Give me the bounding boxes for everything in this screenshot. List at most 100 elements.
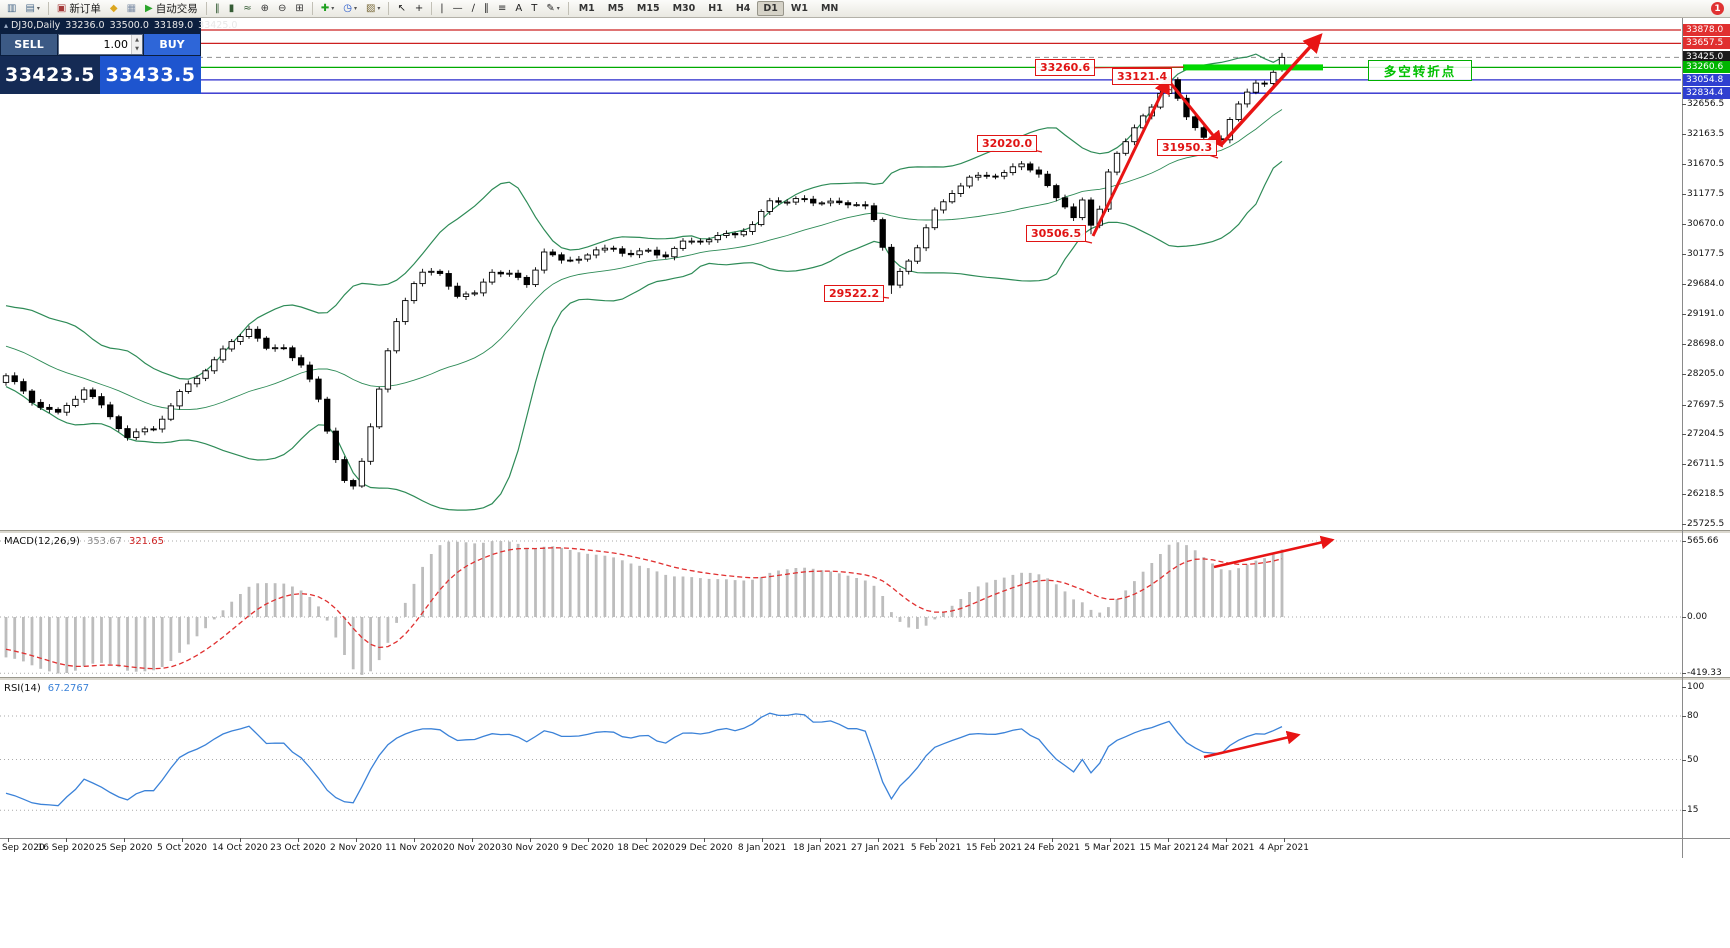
crosshair-button[interactable]: + <box>411 1 427 17</box>
date-tickmark <box>762 838 763 842</box>
autotrading-button[interactable]: ▶ 自动交易 <box>141 1 202 17</box>
lot-decrement-button[interactable]: ▼ <box>132 44 142 54</box>
arrows-tool-button[interactable]: ✎ ▾ <box>542 1 563 17</box>
candlestick-chart-icon: ▮ <box>228 2 235 14</box>
text-button[interactable]: A <box>511 1 526 17</box>
label-button[interactable]: T <box>527 1 541 17</box>
tile-windows-button[interactable]: ⊞ <box>291 1 307 17</box>
price-callout[interactable]: 31950.3 <box>1157 139 1218 156</box>
notification-badge[interactable]: 1 <box>1711 2 1724 15</box>
price-level-marker: 33657.5 <box>1683 37 1730 50</box>
buy-button[interactable]: BUY <box>144 34 200 55</box>
price-callout[interactable]: 29522.2 <box>824 285 885 302</box>
autotrading-button-label: 自动交易 <box>155 3 198 15</box>
new-chart-button[interactable]: ▥ <box>3 1 20 17</box>
lot-size-field[interactable]: 1.00 ▲ ▼ <box>58 34 143 55</box>
timeframe-h4-button[interactable]: H4 <box>735 3 751 14</box>
toolbar-separator <box>205 2 207 15</box>
metaeditor-button[interactable]: ◆ <box>106 1 122 17</box>
bar-chart-button[interactable]: ‖ <box>211 1 224 17</box>
trendline-button[interactable]: ∕ <box>468 1 479 17</box>
lot-size-value[interactable]: 1.00 <box>103 38 129 51</box>
sell-price[interactable]: 33423.5 <box>0 56 100 94</box>
scale-tickmark <box>1682 759 1686 761</box>
date-tickmark <box>240 838 241 842</box>
sell-button[interactable]: SELL <box>1 34 57 55</box>
price-callout[interactable]: 32020.0 <box>977 135 1038 152</box>
date-tickmark <box>994 838 995 842</box>
zoom-in-button[interactable]: ⊕ <box>257 1 273 17</box>
green-zone-segment <box>1183 64 1323 71</box>
chart-ohlc-header: ▴ DJ30,Daily 33236.0 33500.0 33189.0 33425.0 <box>0 18 237 33</box>
date-tickmark <box>8 838 9 842</box>
pane-splitter[interactable] <box>0 677 1730 681</box>
date-tickmark <box>1110 838 1111 842</box>
date-tickmark <box>588 838 589 842</box>
price-callout[interactable]: 33121.4 <box>1112 68 1173 85</box>
line-chart-button[interactable]: ≈ <box>239 1 255 17</box>
pane-splitter[interactable] <box>0 530 1730 534</box>
horizontal-line-button[interactable]: — <box>449 1 467 17</box>
channel-button[interactable]: ∥ <box>480 1 493 17</box>
price-tick: 27204.5 <box>1687 429 1725 440</box>
scale-tickmark <box>1682 163 1686 165</box>
timeframe-m1-button[interactable]: M1 <box>578 3 595 14</box>
scale-tickmark <box>1682 224 1686 226</box>
date-label: 16 Sep 2020 <box>37 843 95 853</box>
macd-scale-tick: -419.33 <box>1687 668 1722 679</box>
timeframe-mn-button[interactable]: MN <box>820 3 839 14</box>
fibonacci-button[interactable]: ≡ <box>494 1 510 17</box>
candlestick-chart-button[interactable]: ▮ <box>225 1 239 17</box>
price-level-marker: 33878.0 <box>1683 24 1730 36</box>
timeframe-w1-button[interactable]: W1 <box>790 3 808 14</box>
timeframe-m15-button[interactable]: M15 <box>636 3 660 14</box>
timeframe-m30-button[interactable]: M30 <box>672 3 696 14</box>
tile-windows-icon: ⊞ <box>295 2 304 14</box>
date-tickmark <box>66 838 67 842</box>
date-label: 18 Dec 2020 <box>617 843 675 853</box>
profiles-button[interactable]: ▤ ▾ <box>21 1 43 17</box>
zoom-out-button[interactable]: ⊖ <box>274 1 290 17</box>
indicators-button[interactable]: ✚ ▾ <box>317 1 338 17</box>
periods-button[interactable]: ◷ ▾ <box>339 1 361 17</box>
toolbar-items: ▥ ▤ ▾ ▣ 新订单 ◆ ▦ ▶ 自动交易 ‖ ▮ ≈ ⊕ ⊖ ⊞ ✚ ▾ ◷ ▾ ▨ ▾ ↖ + | — ∕ ∥ ≡ A T ✎ ▾ M1 M… <box>3 0 844 17</box>
timeframe-m5-button[interactable]: M5 <box>607 3 624 14</box>
timeframe-h1-button[interactable]: H1 <box>708 3 723 14</box>
date-tickmark <box>182 838 183 842</box>
price-callout[interactable]: 33260.6 <box>1035 59 1096 76</box>
date-tickmark <box>298 838 299 842</box>
date-label: 4 Apr 2021 <box>1259 843 1309 853</box>
date-tickmark <box>646 838 647 842</box>
trade-buttons-row: SELL 1.00 ▲ ▼ BUY <box>0 33 201 56</box>
date-tickmark <box>414 838 415 842</box>
date-label: Sep 2020 <box>2 843 45 853</box>
rsi-layer <box>0 712 1681 811</box>
toolbar-separator <box>47 2 49 15</box>
date-label: 20 Nov 2020 <box>443 843 501 853</box>
templates-button[interactable]: ▨ ▾ <box>362 1 384 17</box>
vertical-line-button[interactable]: | <box>436 1 447 17</box>
note-text-box[interactable]: 多空转折点 <box>1368 60 1472 81</box>
timeframe-d1-button[interactable]: D1 <box>757 1 784 16</box>
price-callout[interactable]: 30506.5 <box>1026 225 1087 242</box>
macd-signal-value: 321.65 <box>128 536 164 547</box>
cursor-button[interactable]: ↖ <box>393 1 409 17</box>
terminal-button[interactable]: ▦ <box>123 1 140 17</box>
date-tickmark <box>472 838 473 842</box>
channel-icon: ∥ <box>483 2 489 14</box>
rsi-scale-tick: 15 <box>1687 805 1699 816</box>
price-tick: 29191.0 <box>1687 309 1725 319</box>
panel-collapse-icon[interactable]: ▴ <box>4 21 9 30</box>
buy-price[interactable]: 33433.5 <box>100 56 201 94</box>
macd-indicator-label: MACD(12,26,9) 353.67 321.65 <box>4 536 164 547</box>
scale-tickmark <box>1682 133 1686 135</box>
lot-increment-button[interactable]: ▲ <box>132 35 142 45</box>
date-tickmark <box>356 838 357 842</box>
date-label: 14 Oct 2020 <box>212 843 268 853</box>
new-order-button[interactable]: ▣ 新订单 <box>53 1 105 17</box>
scale-tickmark <box>1682 716 1686 717</box>
date-tickmark <box>124 838 125 842</box>
